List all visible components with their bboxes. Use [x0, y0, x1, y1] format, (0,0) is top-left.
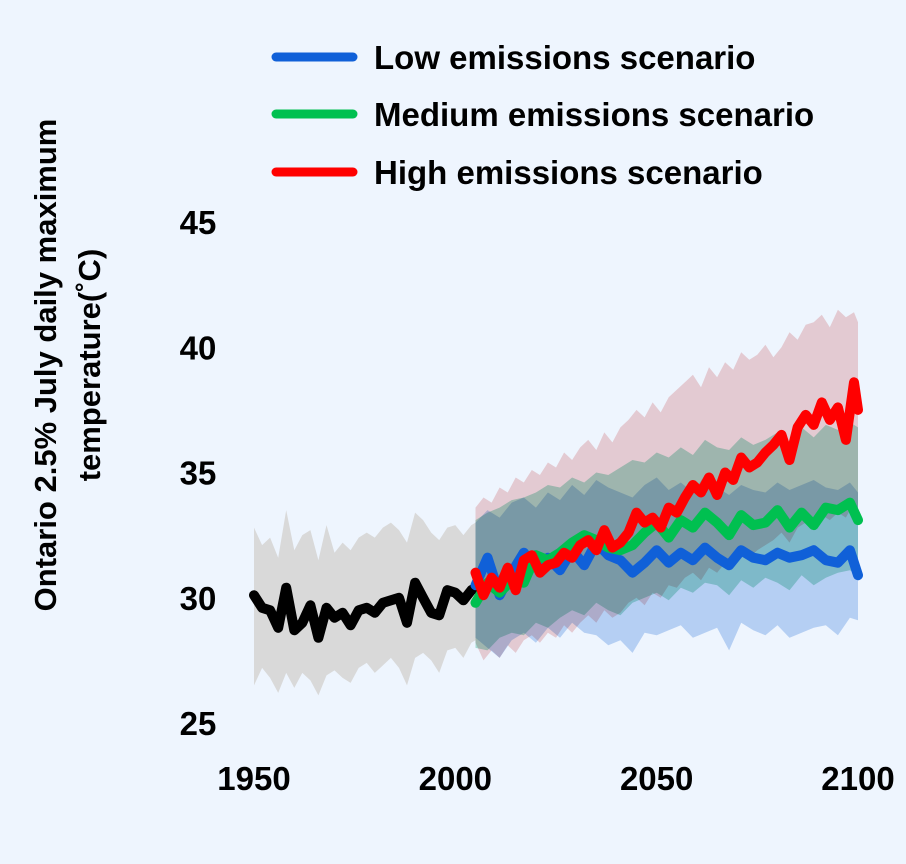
legend-item-high[interactable]: High emissions scenario [271, 154, 763, 191]
y-tick-label: 30 [180, 580, 217, 617]
line-historical [249, 577, 481, 643]
band-historical [254, 510, 476, 696]
uncertainty-bands [254, 309, 858, 696]
x-tick-label: 2100 [821, 760, 894, 797]
legend: Low emissions scenario Medium emissions … [271, 39, 814, 191]
legend-label-high: High emissions scenario [374, 154, 763, 191]
legend-label-medium: Medium emissions scenario [374, 96, 814, 133]
y-tick-label: 40 [180, 329, 217, 366]
legend-item-medium[interactable]: Medium emissions scenario [271, 96, 814, 133]
line-medium-emissions-scenario [470, 497, 863, 608]
y-tick-label: 45 [180, 204, 217, 241]
band-high-emissions-scenario [475, 309, 858, 661]
x-tick-label: 1950 [217, 760, 290, 797]
x-axis: 1950 2000 2050 2100 [217, 760, 894, 797]
y-tick-label: 35 [180, 455, 217, 492]
y-axis-title: Ontario 2.5% July daily maximum temperat… [28, 119, 107, 612]
legend-label-low: Low emissions scenario [374, 39, 755, 76]
x-tick-label: 2000 [419, 760, 492, 797]
x-tick-label: 2050 [620, 760, 693, 797]
y-axis: 45 40 35 30 25 [180, 204, 217, 742]
y-axis-title-line-1: Ontario 2.5% July daily maximum [28, 119, 63, 612]
series-lines [249, 377, 863, 643]
y-tick-label: 25 [180, 705, 217, 742]
line-high-emissions-scenario [470, 377, 863, 601]
y-axis-title-line-2: temperature(˚C) [72, 249, 107, 482]
legend-item-low[interactable]: Low emissions scenario [271, 39, 755, 76]
